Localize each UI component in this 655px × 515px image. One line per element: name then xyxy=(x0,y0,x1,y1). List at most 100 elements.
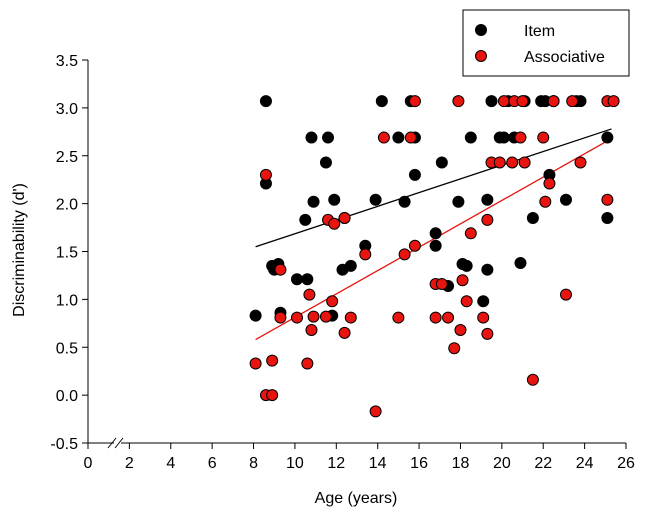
point-item xyxy=(369,193,382,206)
point-associative xyxy=(266,354,279,367)
x-tick-label: 2 xyxy=(125,455,134,472)
point-associative xyxy=(456,274,469,287)
point-associative xyxy=(408,239,421,252)
y-tick-label: 2.5 xyxy=(56,149,78,166)
point-item xyxy=(481,263,494,276)
point-associative xyxy=(526,373,539,386)
point-associative xyxy=(338,211,351,224)
point-associative xyxy=(539,195,552,208)
axes: -0.50.00.51.01.52.02.53.03.50 2 4 6 8 10 12 14 1… xyxy=(50,53,635,472)
y-tick-label: 3.0 xyxy=(56,101,78,118)
point-associative xyxy=(398,248,411,261)
point-item xyxy=(429,227,442,240)
point-associative xyxy=(303,288,316,301)
point-associative xyxy=(392,311,405,324)
point-item xyxy=(322,131,335,144)
point-item xyxy=(559,193,572,206)
point-associative xyxy=(344,311,357,324)
point-item xyxy=(526,211,539,224)
point-item xyxy=(460,259,473,272)
axis-break-mark xyxy=(107,437,117,449)
point-associative xyxy=(566,95,579,108)
point-associative xyxy=(448,342,461,355)
legend-marker-associative xyxy=(475,50,487,62)
point-associative xyxy=(464,227,477,240)
x-axis-label: Age (years) xyxy=(315,490,398,507)
point-associative xyxy=(429,311,442,324)
point-associative xyxy=(493,156,506,169)
y-tick-label: 1.0 xyxy=(56,292,78,309)
x-tick-label: 16 xyxy=(410,455,428,472)
point-associative xyxy=(516,95,529,108)
x-tick-label: 24 xyxy=(576,455,594,472)
point-item xyxy=(328,193,341,206)
x-tick-label: 4 xyxy=(166,455,175,472)
point-item xyxy=(398,195,411,208)
y-tick-label: 0.5 xyxy=(56,340,78,357)
x-tick-label: 22 xyxy=(534,455,552,472)
point-associative xyxy=(514,131,527,144)
x-tick-label: 20 xyxy=(493,455,511,472)
point-item xyxy=(392,131,405,144)
point-item xyxy=(601,211,614,224)
point-associative xyxy=(359,248,372,261)
legend-box xyxy=(462,9,630,77)
point-item xyxy=(307,195,320,208)
point-associative xyxy=(543,177,556,190)
x-tick-label: 8 xyxy=(249,455,258,472)
point-associative xyxy=(319,310,332,323)
point-associative xyxy=(274,263,287,276)
point-associative xyxy=(377,131,390,144)
point-associative xyxy=(266,389,279,402)
point-item xyxy=(429,239,442,252)
y-tick-label: -0.5 xyxy=(50,436,78,453)
point-associative xyxy=(435,278,448,291)
point-associative xyxy=(537,131,550,144)
x-tick-label: 6 xyxy=(208,455,217,472)
point-associative xyxy=(559,288,572,301)
x-tick-label: 12 xyxy=(327,455,345,472)
point-associative xyxy=(301,357,314,370)
x-tick-label: 10 xyxy=(286,455,304,472)
legend-marker-item xyxy=(475,24,487,36)
y-tick-label: 0.0 xyxy=(56,388,78,405)
point-item xyxy=(485,95,498,108)
point-associative xyxy=(574,156,587,169)
point-associative xyxy=(338,326,351,339)
point-associative xyxy=(369,405,382,418)
point-item xyxy=(299,213,312,226)
point-item xyxy=(249,309,262,322)
point-associative xyxy=(547,95,560,108)
point-associative xyxy=(442,311,455,324)
point-associative xyxy=(328,217,341,230)
point-item xyxy=(301,273,314,286)
point-associative xyxy=(460,295,473,308)
y-axis-label: Discriminability (d') xyxy=(11,183,28,317)
legend: Item Associative xyxy=(462,9,630,77)
point-item xyxy=(477,295,490,308)
point-associative xyxy=(607,95,620,108)
point-item xyxy=(290,273,303,286)
x-tick-label: 0 xyxy=(84,455,93,472)
point-item xyxy=(464,131,477,144)
point-associative xyxy=(481,327,494,340)
point-associative xyxy=(454,324,467,337)
point-item xyxy=(305,131,318,144)
axis-break-mark xyxy=(114,437,124,449)
y-tick-label: 3.5 xyxy=(56,53,78,70)
legend-label-item: Item xyxy=(524,23,555,40)
x-tick-label: 26 xyxy=(617,455,635,472)
y-tick-label: 2.0 xyxy=(56,197,78,214)
point-item xyxy=(481,193,494,206)
point-associative xyxy=(497,95,510,108)
fit-line-item xyxy=(255,128,612,248)
point-associative xyxy=(452,95,465,108)
data-points xyxy=(249,95,620,418)
point-item xyxy=(601,131,614,144)
point-associative xyxy=(307,310,320,323)
x-tick-label: 14 xyxy=(369,455,387,472)
point-associative xyxy=(274,311,287,324)
point-item xyxy=(514,256,527,269)
point-associative xyxy=(404,131,417,144)
